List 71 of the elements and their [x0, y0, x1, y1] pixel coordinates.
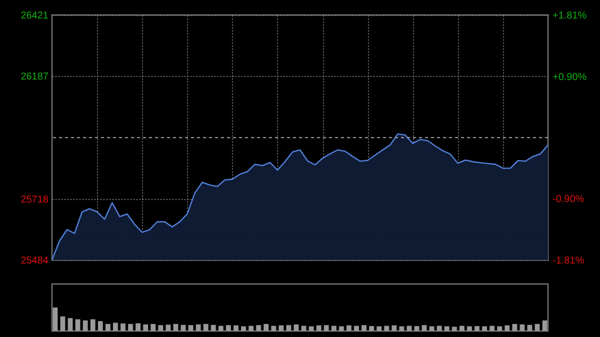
bar: [166, 324, 171, 331]
bar: [52, 308, 58, 331]
bar: [392, 325, 397, 331]
bar: [271, 326, 276, 331]
bar: [203, 324, 208, 331]
bar: [294, 324, 299, 331]
bar: [414, 326, 420, 331]
bar: [158, 325, 164, 331]
bar: [173, 324, 178, 331]
y2-tick-label: +0.90%: [552, 72, 587, 84]
bar: [474, 326, 480, 331]
bar: [316, 325, 322, 331]
bar: [354, 326, 359, 331]
bar: [248, 326, 254, 331]
bar: [264, 324, 269, 331]
bar: [338, 326, 344, 331]
bar: [369, 326, 374, 331]
y2-tick-label: -1.81%: [552, 256, 584, 266]
bar: [68, 318, 73, 331]
bar: [542, 320, 548, 331]
bar: [105, 324, 110, 331]
bar: [226, 325, 231, 331]
bar: [444, 326, 450, 331]
bar: [399, 326, 404, 331]
bar: [490, 326, 495, 331]
bar: [504, 325, 510, 331]
y2-tick-label: -0.90%: [552, 194, 584, 205]
bar: [527, 324, 532, 331]
bar: [346, 325, 352, 331]
bar: [75, 319, 80, 331]
bar: [188, 325, 194, 331]
bar: [136, 323, 141, 331]
y-tick-label: 25718: [20, 194, 49, 206]
bar: [241, 326, 246, 331]
bar: [534, 324, 540, 331]
bar: [512, 324, 518, 331]
bar: [331, 326, 336, 331]
bar: [422, 325, 427, 331]
y-tick-label: 25484: [20, 256, 49, 266]
bar: [218, 326, 224, 331]
y-tick-label: 26187: [20, 72, 49, 83]
y-tick-label: 26421: [20, 10, 49, 22]
bar: [324, 325, 329, 331]
bar: [384, 326, 390, 331]
bar: [520, 324, 525, 331]
bar: [210, 324, 216, 331]
bar: [98, 321, 103, 331]
bar: [82, 320, 88, 331]
bar: [429, 326, 434, 331]
bar: [120, 323, 126, 331]
bar: [436, 326, 442, 331]
bar: [497, 326, 502, 331]
bar: [143, 324, 148, 331]
bar: [256, 325, 262, 331]
bar: [113, 322, 118, 331]
bar: [482, 326, 487, 331]
bar: [376, 326, 382, 331]
bar: [452, 326, 457, 331]
bar: [180, 324, 186, 331]
bar: [234, 325, 238, 331]
bar: [278, 325, 284, 331]
bar: [150, 324, 156, 331]
bar: [90, 319, 96, 331]
bar: [362, 325, 366, 331]
y2-tick-label: +1.81%: [552, 10, 587, 22]
bar: [196, 324, 201, 331]
bar: [459, 326, 464, 331]
bar: [467, 326, 472, 331]
bar: [128, 324, 133, 331]
bar: [60, 316, 66, 331]
bar: [286, 325, 292, 331]
